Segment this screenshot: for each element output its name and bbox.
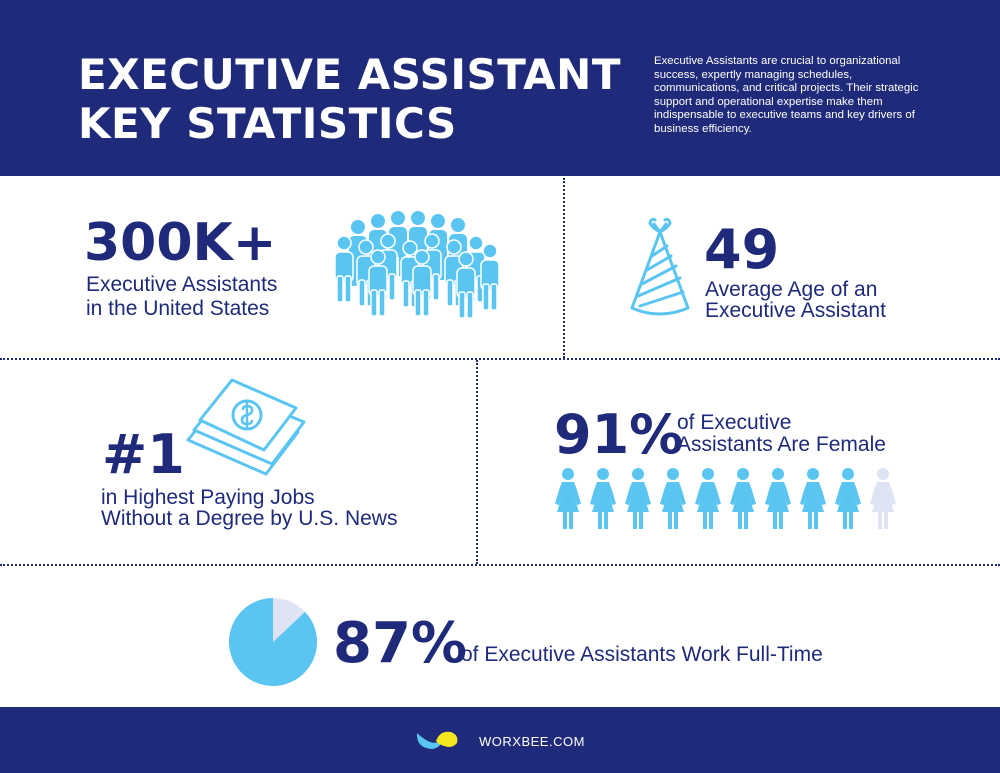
stat-female-value: 91% xyxy=(554,403,684,466)
stat-age-line-2: Executive Assistant xyxy=(705,299,886,322)
woman-figure-icon xyxy=(800,468,826,529)
stat-age-line-1: Average Age of an xyxy=(705,278,878,301)
woman-figure-icon xyxy=(835,468,861,529)
woman-figure-icon xyxy=(625,468,651,529)
stat-count-label: Executive Assistants in the United State… xyxy=(86,273,277,321)
stat-rank-value: #1 xyxy=(102,423,185,486)
party-hat-icon xyxy=(630,217,690,316)
pie-chart-icon xyxy=(229,598,317,686)
stat-age-label: Average Age of an Executive Assistant xyxy=(705,279,886,321)
woman-figure-row xyxy=(555,468,896,529)
page-title: EXECUTIVE ASSISTANT KEY STATISTICS xyxy=(78,50,621,148)
stat-fulltime-value: 87% xyxy=(333,611,468,676)
stat-female-line-1: of Executive xyxy=(677,411,792,434)
stat-count-line-2: in the United States xyxy=(86,297,270,320)
stat-female-label: of Executive Assistants Are Female xyxy=(677,412,886,456)
stat-fulltime-label: of Executive Assistants Work Full-Time xyxy=(461,643,823,666)
divider-horizontal-2 xyxy=(0,564,1000,566)
header-banner: EXECUTIVE ASSISTANT KEY STATISTICS Execu… xyxy=(0,0,1000,176)
stat-female-line-2: Assistants Are Female xyxy=(677,433,886,456)
woman-figure-icon xyxy=(765,468,791,529)
divider-vertical-top xyxy=(563,178,565,358)
worxbee-logo xyxy=(416,731,458,749)
woman-figure-icon xyxy=(730,468,756,529)
title-line-1: EXECUTIVE ASSISTANT xyxy=(78,50,621,99)
pie-fulltime-slice xyxy=(229,598,317,686)
money-stack-icon xyxy=(186,378,306,476)
woman-figure-icon xyxy=(590,468,616,529)
footer-banner: WORXBEE.COM xyxy=(0,707,1000,773)
stat-count-value: 300K+ xyxy=(84,213,277,273)
title-line-2: KEY STATISTICS xyxy=(78,99,457,148)
woman-figure-icon xyxy=(555,468,581,529)
footer-brand: WORXBEE.COM xyxy=(479,734,585,749)
woman-figure-icon xyxy=(660,468,686,529)
divider-horizontal-1 xyxy=(0,358,1000,360)
divider-vertical-middle xyxy=(476,360,478,564)
crowd-icon xyxy=(334,211,500,319)
stat-age-value: 49 xyxy=(704,218,780,281)
stat-count-line-1: Executive Assistants xyxy=(86,273,278,296)
stat-rank-label: in Highest Paying Jobs Without a Degree … xyxy=(101,487,397,529)
stat-rank-line-2: Without a Degree by U.S. News xyxy=(101,507,398,530)
intro-paragraph: Executive Assistants are crucial to orga… xyxy=(654,55,919,135)
stat-rank-line-1: in Highest Paying Jobs xyxy=(101,486,315,509)
woman-figure-icon xyxy=(870,468,896,529)
woman-figure-icon xyxy=(695,468,721,529)
